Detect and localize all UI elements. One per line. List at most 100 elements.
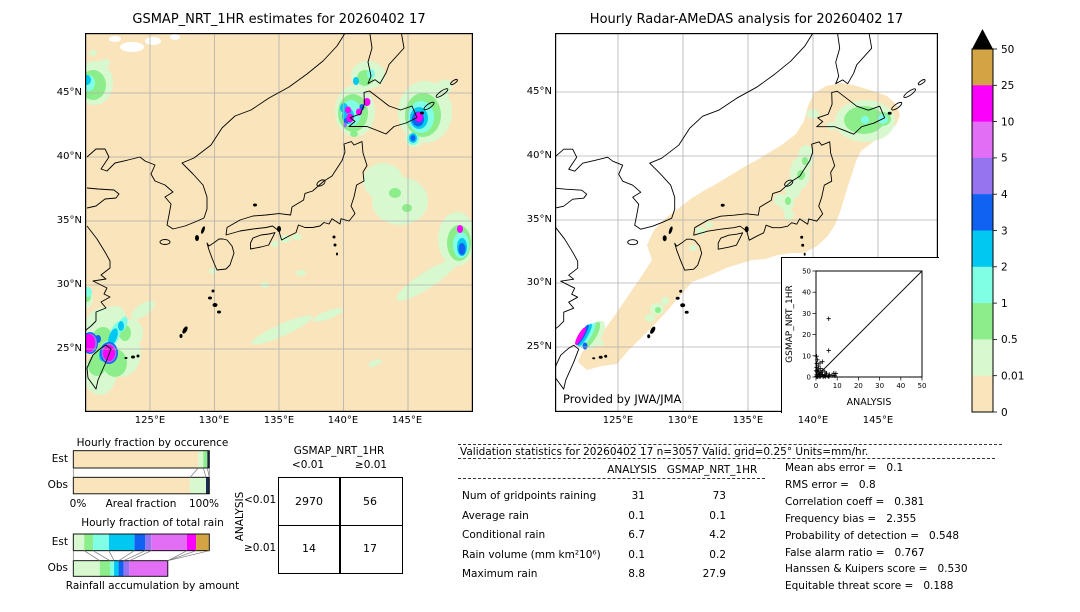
colorbar-tick-label: 0.5 (1001, 334, 1018, 346)
left-x-tick: 140°E (327, 415, 359, 426)
map-credit: Provided by JWA/JMA (563, 392, 682, 406)
bar-connector (167, 550, 197, 562)
left-x-tick: 125°E (134, 415, 166, 426)
occurrence-est-label: Est (51, 453, 68, 465)
right-x-tick: 125°E (602, 415, 634, 426)
identity-line (815, 270, 923, 378)
bar-segment (203, 450, 208, 468)
bar-connector (129, 550, 152, 562)
left-y-tick: 30°N (56, 279, 82, 290)
totalrain-est-label: Est (51, 536, 68, 548)
inset-x-tick-label: 0 (814, 382, 818, 390)
colorbar-segment (972, 85, 993, 122)
contingency-col-title: GSMAP_NRT_1HR (293, 445, 385, 457)
contingency-cell: 56 (363, 495, 377, 508)
bar-connector (167, 550, 188, 562)
colorbar-tick-label: 10 (1001, 116, 1014, 128)
bar-connector (202, 467, 207, 478)
score-line: Mean abs error = 0.1 (785, 462, 904, 474)
left-x-tick: 135°E (263, 415, 295, 426)
bar-connector (189, 467, 199, 478)
colorbar-tick-label: 0.01 (1001, 371, 1024, 383)
colorbar-tick-label: 25 (1001, 80, 1014, 92)
totalrain-x-label: Rainfall accumulation by amount (65, 580, 240, 592)
colorbar-tick-label: 3 (1001, 225, 1008, 237)
bar-outline (72, 476, 210, 495)
colorbar-segment (972, 157, 993, 195)
bar-segment (129, 560, 168, 577)
bar-outline (72, 450, 210, 469)
left-y-tick: 25°N (56, 343, 82, 354)
coastlines (85, 33, 458, 390)
contingency-cell: 2970 (295, 495, 323, 508)
inset-x-tick-label: 30 (875, 382, 884, 390)
score-line: Equitable threat score = 0.188 (785, 580, 954, 592)
bar-segment (151, 534, 187, 551)
analysis-col-header: ANALYSIS (607, 464, 657, 476)
left-map-title: GSMAP_NRT_1HR estimates for 20260402 17 (132, 12, 426, 27)
bar-segment (198, 450, 204, 468)
contingency-cell: 14 (302, 542, 316, 555)
bar-segment (118, 560, 124, 577)
score-line: False alarm ratio = 0.767 (785, 547, 925, 559)
right-y-tick: 25°N (526, 341, 552, 352)
bar-segment (93, 534, 109, 551)
colorbar-segment (972, 121, 993, 159)
bar-segment (145, 534, 152, 551)
areal-fraction-min: 0% (69, 498, 87, 510)
bar-outline (72, 533, 210, 552)
bar-segment (206, 477, 210, 494)
bar-outline (72, 560, 169, 577)
right-x-tick: 135°E (732, 415, 764, 426)
contingency-row-label: ≥0.01 (244, 542, 277, 554)
bar-connector (108, 550, 115, 561)
occurrence-title: Hourly fraction by occurence (76, 437, 229, 449)
bar-connector (118, 550, 135, 561)
colorbar-segment (972, 303, 993, 340)
left-y-tick: 35°N (56, 215, 82, 226)
bar-segment (114, 560, 119, 577)
colorbar-tick-label: 1 (1001, 298, 1008, 310)
colorbar-tick-label: 5 (1001, 153, 1008, 165)
score-line: Hanssen & Kuipers score = 0.530 (785, 563, 968, 575)
bar-segment (190, 477, 206, 494)
gsmap-map (85, 33, 473, 412)
colorbar-segment (972, 194, 993, 231)
inset-scatter-plot: GSMAP_NRT_1HR ANALYSIS 00 10 10 20 20 30 30 40 4… (785, 268, 927, 409)
inset-x-tick-label: 20 (854, 382, 863, 390)
areal-fraction-max: 100% (188, 498, 220, 510)
contingency-col-label: ≥0.01 (354, 459, 388, 471)
inset-x-tick-label: 40 (896, 382, 905, 390)
occurrence-obs-label: Obs (47, 479, 68, 491)
colorbar-tick-label: 0 (1001, 407, 1008, 418)
right-x-tick: 145°E (862, 415, 894, 426)
totalrain-obs-label: Obs (47, 562, 68, 574)
bar-segment (123, 560, 130, 577)
inset-y-tick-label: 0 (807, 374, 811, 382)
inset-y-tick-label: 40 (802, 289, 811, 297)
contingency-cell: 17 (363, 542, 377, 555)
bar-connector (123, 550, 146, 562)
stat-row: Num of gridpoints raining 31 73 (462, 490, 726, 502)
colorbar-tick-label: 50 (1001, 44, 1014, 56)
bar-segment (196, 534, 210, 551)
bar-connector (167, 550, 210, 562)
bar-segment (187, 534, 197, 551)
colorbar-segment (972, 266, 993, 304)
contingency-table: 2970 56 14 17 (278, 477, 403, 574)
bar-segment (134, 534, 146, 551)
inset-ylabel: GSMAP_NRT_1HR (785, 285, 795, 363)
right-y-tick: 45°N (526, 86, 552, 97)
bar-connector (84, 550, 100, 561)
colorbar-over-arrow (972, 29, 993, 49)
left-x-tick: 130°E (198, 415, 230, 426)
stat-row: Rain volume (mm km²10⁶) 0.1 0.2 (462, 549, 726, 561)
bar-segment (73, 534, 85, 551)
fraction-bars (72, 450, 210, 577)
map-gridlines (85, 33, 473, 412)
contingency-col-label: <0.01 (291, 459, 325, 471)
colorbar-segment (972, 375, 993, 413)
inset-x-tick-label: 50 (918, 382, 927, 390)
inset-x-tick-label: 10 (833, 382, 842, 390)
